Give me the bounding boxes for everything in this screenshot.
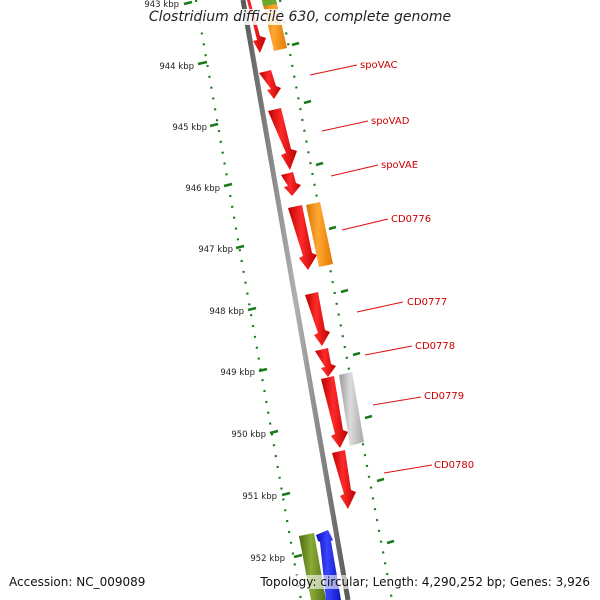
gene-label-spovad[interactable]: spoVAD — [371, 116, 410, 127]
gene-arrow-cd0777[interactable] — [305, 292, 330, 346]
gene-arrow-cd0776[interactable] — [288, 205, 317, 270]
kbp-label: 952 kbp — [250, 554, 285, 564]
gene-track-inner — [239, 0, 356, 600]
ruler-tick-943 — [183, 0, 193, 6]
kbp-label: 947 kbp — [198, 245, 233, 255]
genome-backbone — [240, 0, 351, 600]
ruler-tick-944 — [197, 60, 208, 66]
gene-arrow-orange-cd0776[interactable] — [306, 202, 333, 267]
topology-text: Topology: circular; Length: 4,290,252 bp… — [260, 575, 590, 589]
ruler-tick-946 — [223, 182, 233, 188]
gene-label-spovac[interactable]: spoVAC — [360, 60, 398, 71]
gene-label-cd0778[interactable]: CD0778 — [415, 341, 455, 352]
right-ruler — [278, 0, 395, 600]
gene-arrow-spovac[interactable] — [259, 70, 281, 99]
ruler-tick-949 — [258, 367, 268, 373]
gene-label-cd0779[interactable]: CD0779 — [424, 391, 464, 402]
kbp-label: 944 kbp — [159, 62, 194, 72]
scale-labels: 943 kbp 944 kbp 945 kbp 946 kbp 947 kbp … — [144, 0, 285, 564]
gene-arrow-gray-cd0779[interactable] — [339, 372, 364, 446]
kbp-label: 951 kbp — [242, 492, 277, 502]
gene-arrow-green-top[interactable] — [262, 0, 277, 6]
kbp-label: 950 kbp — [231, 430, 266, 440]
label-connectors — [309, 64, 433, 474]
kbp-label: 949 kbp — [220, 368, 255, 378]
gene-arrow-cd0778[interactable] — [315, 348, 336, 377]
accession-text: Accession: NC_009089 — [9, 575, 146, 589]
gene-labels: spoVAC spoVAD spoVAE CD0776 CD0777 CD077… — [360, 60, 474, 471]
gene-arrow-top[interactable] — [239, 0, 266, 53]
ruler-tick-952 — [293, 553, 303, 559]
kbp-label: 945 kbp — [172, 123, 207, 133]
ruler-tick-945 — [209, 122, 219, 128]
gene-arrow-spovae[interactable] — [281, 172, 301, 196]
scale-ruler — [183, 0, 303, 600]
gene-arrow-cd0779[interactable] — [321, 376, 348, 448]
gene-arrow-cd0780[interactable] — [332, 450, 356, 509]
gene-arrow-spovad[interactable] — [268, 108, 297, 170]
gene-arrow-orange-top[interactable] — [262, 0, 287, 51]
kbp-label: 943 kbp — [144, 0, 179, 10]
ruler-tick-947 — [235, 244, 245, 250]
kbp-label: 948 kbp — [209, 307, 244, 317]
gene-label-cd0777[interactable]: CD0777 — [407, 297, 447, 308]
kbp-label: 946 kbp — [185, 184, 220, 194]
map-title: Clostridium difficile 630, complete geno… — [0, 9, 600, 25]
ruler-tick-951 — [281, 491, 291, 497]
gene-label-spovae[interactable]: spoVAE — [381, 160, 418, 171]
ruler-tick-950 — [269, 429, 279, 435]
gene-label-cd0780[interactable]: CD0780 — [434, 460, 474, 471]
ruler-tick-948 — [247, 306, 257, 312]
gene-label-cd0776[interactable]: CD0776 — [391, 214, 431, 225]
